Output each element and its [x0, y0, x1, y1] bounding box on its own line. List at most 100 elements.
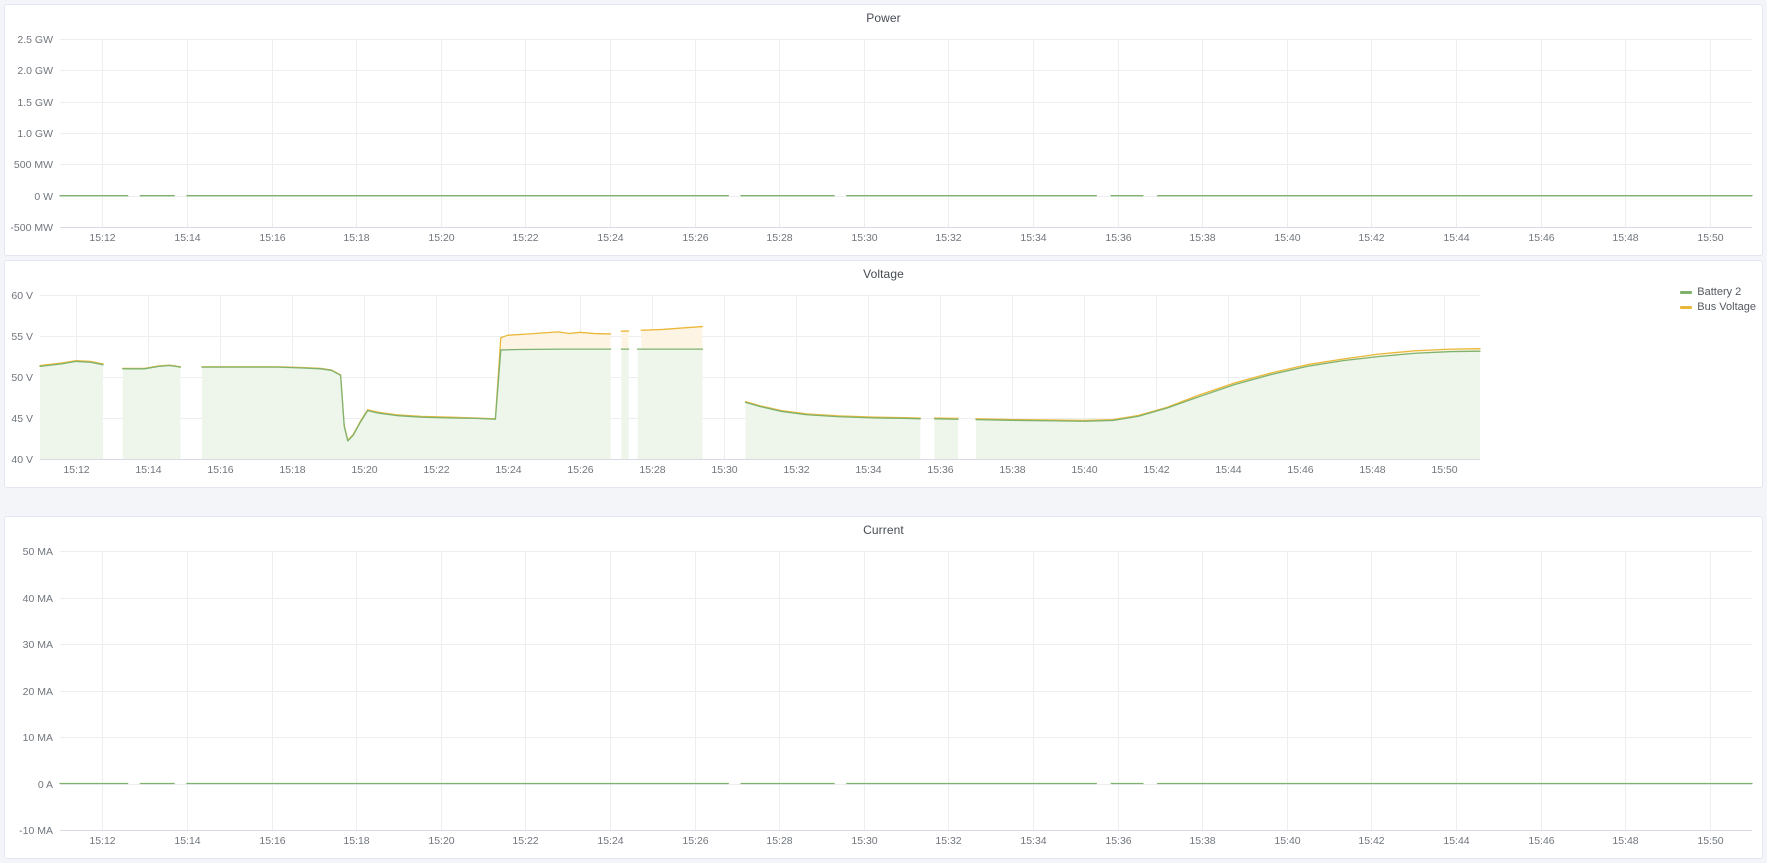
- y-axis-tick-label: 50 MA: [23, 546, 53, 558]
- x-axis-tick-label: 15:16: [207, 464, 233, 476]
- x-axis-tick-label: 15:34: [1020, 835, 1046, 847]
- series-area-battery-2: [202, 349, 611, 459]
- y-axis-tick-label: 10 MA: [23, 732, 53, 744]
- x-axis-tick-label: 15:28: [766, 835, 792, 847]
- x-axis-tick-label: 15:24: [597, 232, 623, 244]
- x-axis-tick-label: 15:14: [135, 464, 161, 476]
- legend-label: Bus Voltage: [1697, 301, 1756, 313]
- series-area-battery-2: [637, 349, 703, 459]
- panel-voltage[interactable]: Voltage 60 V 55 V 50 V 45 V 40 V 15:12 15:14 15…: [4, 260, 1763, 488]
- x-axis-tick-label: 15:32: [935, 835, 961, 847]
- x-axis-tick-label: 15:42: [1358, 232, 1384, 244]
- x-axis-tick-label: 15:20: [351, 464, 377, 476]
- panel-power[interactable]: Power 2.5 GW 2.0 GW 1.5 GW 1.0 GW 500 MW 0 W -…: [4, 4, 1763, 256]
- y-axis-tick-label: 1.0 GW: [17, 128, 53, 140]
- series-line-bus-voltage: [39, 359, 104, 367]
- x-axis-tick-label: 15:44: [1443, 835, 1469, 847]
- x-axis-tick-label: 15:18: [343, 835, 369, 847]
- y-axis-tick-label: -500 MW: [10, 222, 53, 234]
- x-axis-tick-label: 15:26: [682, 835, 708, 847]
- x-axis-tick-label: 15:34: [1020, 232, 1046, 244]
- plot-voltage[interactable]: 60 V 55 V 50 V 45 V 40 V 15:12 15:14 15:16 15:18…: [5, 283, 1762, 487]
- x-axis-tick-label: 15:28: [639, 464, 665, 476]
- panel-title-voltage: Voltage: [863, 267, 904, 281]
- series-line-battery-2: [39, 360, 104, 367]
- x-axis-tick-label: 15:36: [1105, 232, 1131, 244]
- chart-svg-current: 50 MA 40 MA 30 MA 20 MA 10 MA 0 A -10 MA 15:12 1…: [19, 546, 1753, 847]
- legend-item-bus-voltage[interactable]: Bus Voltage: [1680, 300, 1756, 315]
- x-axis-tick-label: 15:40: [1071, 464, 1097, 476]
- series-area-battery-2: [976, 351, 1480, 459]
- series-area-battery-2: [934, 418, 958, 459]
- y-axis-tick-label: 60 V: [11, 290, 33, 302]
- legend-item-battery-2[interactable]: Battery 2: [1680, 285, 1756, 300]
- x-axis-tick-label: 15:16: [259, 835, 285, 847]
- x-axis-tick-label: 15:14: [174, 232, 200, 244]
- series-line-battery-2: [122, 364, 182, 370]
- plot-current[interactable]: 50 MA 40 MA 30 MA 20 MA 10 MA 0 A -10 MA 15:12 1…: [5, 539, 1762, 858]
- x-axis-tick-label: 15:34: [855, 464, 881, 476]
- chart-svg-power: 2.5 GW 2.0 GW 1.5 GW 1.0 GW 500 MW 0 W -500 MW…: [10, 34, 1753, 244]
- y-axis-tick-label: 20 MA: [23, 686, 53, 698]
- x-axis-tick-label: 15:20: [428, 835, 454, 847]
- chart-svg-voltage: 60 V 55 V 50 V 45 V 40 V 15:12 15:14 15:16 15:18…: [11, 290, 1481, 476]
- x-axis-tick-label: 15:12: [63, 464, 89, 476]
- x-axis-tick-label: 15:18: [279, 464, 305, 476]
- series-line-battery-2: [744, 401, 921, 420]
- x-axis-tick-label: 15:26: [567, 464, 593, 476]
- x-axis-tick-label: 15:22: [512, 232, 538, 244]
- series-area-battery-2: [122, 365, 181, 459]
- y-axis-tick-label: 2.5 GW: [17, 34, 53, 46]
- x-axis-tick-label: 15:48: [1359, 464, 1385, 476]
- legend-color-swatch-icon: [1680, 291, 1693, 294]
- x-axis-tick-label: 15:48: [1612, 232, 1638, 244]
- x-axis-tick-label: 15:50: [1431, 464, 1457, 476]
- x-axis-tick-label: 15:46: [1528, 232, 1554, 244]
- series-area-battery-2: [40, 361, 103, 459]
- series-line-bus-voltage: [975, 348, 1481, 422]
- series-area-battery-2: [621, 349, 629, 459]
- series-area-battery-2: [745, 402, 921, 459]
- y-axis-tick-label: 50 V: [11, 372, 33, 384]
- panel-title-power: Power: [866, 11, 901, 25]
- x-axis-tick-label: 15:18: [343, 232, 369, 244]
- x-axis-tick-label: 15:44: [1215, 464, 1241, 476]
- x-axis-tick-label: 15:30: [851, 232, 877, 244]
- x-axis-tick-label: 15:24: [495, 464, 521, 476]
- x-axis-tick-label: 15:50: [1697, 835, 1723, 847]
- y-axis-tick-label: 0 W: [34, 191, 53, 203]
- x-axis-tick-label: 15:46: [1528, 835, 1554, 847]
- x-axis-tick-label: 15:12: [89, 835, 115, 847]
- series-line-battery-2: [975, 350, 1481, 422]
- x-axis-tick-label: 15:20: [428, 232, 454, 244]
- series-line-battery-2: [201, 348, 612, 442]
- x-axis-tick-label: 15:26: [682, 232, 708, 244]
- x-axis-tick-label: 15:44: [1443, 232, 1469, 244]
- legend-label: Battery 2: [1697, 286, 1742, 298]
- legend-color-swatch-icon: [1680, 306, 1693, 309]
- x-axis-tick-label: 15:28: [766, 232, 792, 244]
- x-axis-tick-label: 15:48: [1612, 835, 1638, 847]
- y-axis-tick-label: 45 V: [11, 413, 33, 425]
- y-axis-tick-label: 0 A: [38, 779, 53, 791]
- y-axis-tick-label: 55 V: [11, 331, 33, 343]
- panel-current[interactable]: Current 50 MA 40 MA 30 MA 20 MA 10 MA 0 A -10 …: [4, 516, 1763, 859]
- x-axis-tick-label: 15:50: [1697, 232, 1723, 244]
- y-axis-tick-label: 40 MA: [23, 593, 53, 605]
- series-line-bus-voltage: [640, 325, 704, 331]
- x-axis-tick-label: 15:38: [1189, 835, 1215, 847]
- legend-voltage: Battery 2 Bus Voltage: [1680, 285, 1756, 315]
- y-axis-tick-label: 40 V: [11, 454, 33, 466]
- x-axis-tick-label: 15:12: [89, 232, 115, 244]
- y-axis-tick-label: 30 MA: [23, 639, 53, 651]
- y-axis-tick-label: 500 MW: [14, 159, 53, 171]
- x-axis-tick-label: 15:30: [851, 835, 877, 847]
- y-axis-tick-label: 2.0 GW: [17, 65, 53, 77]
- x-axis-tick-label: 15:46: [1287, 464, 1313, 476]
- x-axis-tick-label: 15:42: [1143, 464, 1169, 476]
- x-axis-tick-label: 15:14: [174, 835, 200, 847]
- plot-power[interactable]: 2.5 GW 2.0 GW 1.5 GW 1.0 GW 500 MW 0 W -500 MW…: [5, 27, 1762, 255]
- x-axis-tick-label: 15:30: [711, 464, 737, 476]
- x-axis-tick-label: 15:42: [1358, 835, 1384, 847]
